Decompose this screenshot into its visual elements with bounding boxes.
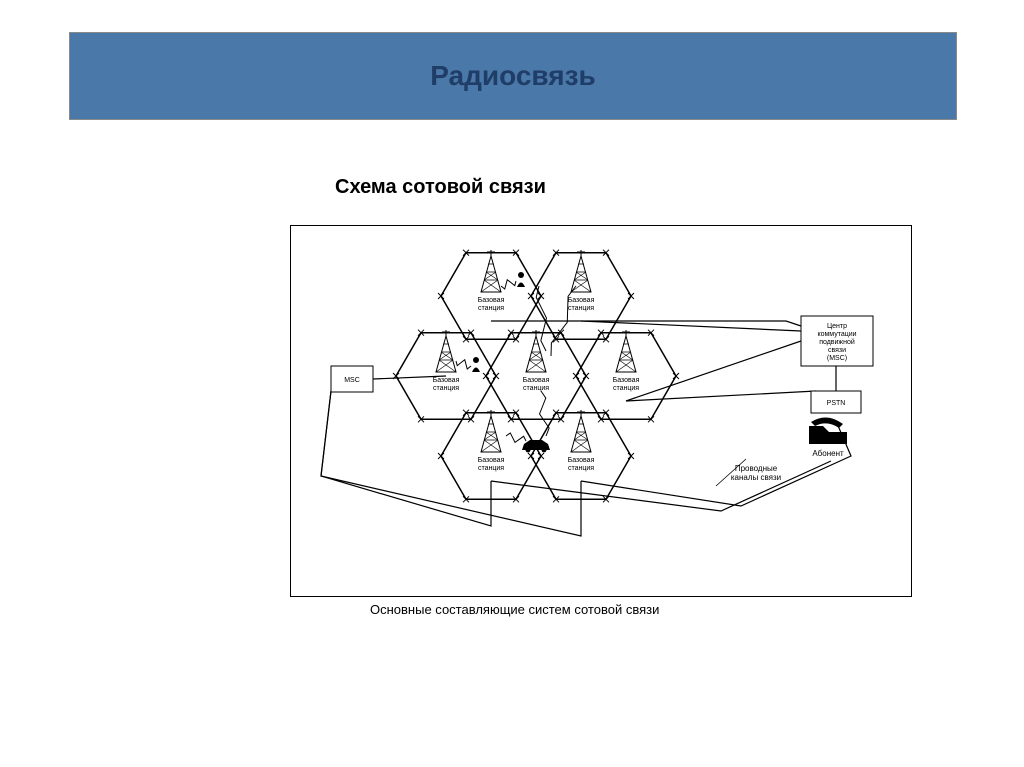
radio-link	[506, 433, 526, 442]
vertex-mark	[493, 373, 499, 379]
diagram-frame: БазоваястанцияБазоваястанцияБазоваястанц…	[290, 225, 912, 597]
antenna-label: Базовая	[523, 377, 550, 384]
phone-icon	[809, 417, 847, 444]
antenna-icon: Базоваястанция	[568, 410, 595, 472]
page-title: Радиосвязь	[430, 60, 595, 92]
box-label: (MSC)	[827, 355, 847, 362]
antenna-icon: Базоваястанция	[613, 330, 640, 392]
hex-cell	[531, 253, 631, 340]
subtitle: Схема сотовой связи	[335, 176, 546, 199]
antenna-label: Базовая	[478, 457, 505, 464]
antenna-label: станция	[568, 305, 594, 312]
antenna-label: станция	[478, 465, 504, 472]
wire	[626, 341, 801, 401]
antenna-icon: Базоваястанция	[523, 330, 550, 392]
antenna-label: станция	[568, 465, 594, 472]
wire	[626, 391, 816, 401]
antenna-label: Базовая	[568, 297, 595, 304]
wire	[321, 391, 491, 526]
box-label: связи	[828, 347, 846, 354]
wire-label: Проводные	[735, 464, 778, 473]
user-icon	[517, 272, 525, 287]
vertex-mark	[438, 453, 444, 459]
title-bar: Радиосвязь	[69, 32, 957, 120]
box-label: Центр	[827, 323, 847, 330]
wire-label: каналы связи	[731, 473, 781, 482]
vertex-mark	[583, 373, 589, 379]
box-label: коммутации	[817, 331, 856, 338]
vertex-mark	[538, 293, 544, 299]
diagram-caption: Основные составляющие систем сотовой свя…	[370, 602, 659, 617]
vertex-mark	[628, 453, 634, 459]
antenna-label: Базовая	[478, 297, 505, 304]
wire	[491, 461, 831, 511]
phone-label: Абонент	[812, 449, 844, 458]
vertex-mark	[438, 293, 444, 299]
vertex-mark	[528, 293, 534, 299]
antenna-icon: Базоваястанция	[478, 250, 505, 312]
antenna-label: станция	[523, 385, 549, 392]
vertex-mark	[673, 373, 679, 379]
slide: Радиосвязь Схема сотовой связи Базоваяст…	[0, 0, 1024, 767]
antenna-icon: Базоваястанция	[433, 330, 460, 392]
diagram-svg: БазоваястанцияБазоваястанцияБазоваястанц…	[291, 226, 911, 596]
antenna-label: Базовая	[568, 457, 595, 464]
vertex-mark	[628, 293, 634, 299]
radio-link	[501, 280, 516, 289]
car-icon	[522, 440, 550, 453]
radio-link	[456, 360, 471, 369]
hex-cell	[486, 333, 586, 420]
box-label: PSTN	[827, 400, 846, 407]
antenna-label: Базовая	[613, 377, 640, 384]
vertex-mark	[573, 373, 579, 379]
antenna-icon: Базоваястанция	[568, 250, 595, 312]
radio-link	[540, 391, 550, 436]
vertex-mark	[483, 373, 489, 379]
antenna-label: станция	[613, 385, 639, 392]
antenna-label: станция	[478, 305, 504, 312]
user-icon	[472, 357, 480, 372]
box-label: подвижной	[819, 338, 855, 346]
antenna-label: Базовая	[433, 377, 460, 384]
hex-cell	[441, 253, 541, 340]
antenna-label: станция	[433, 385, 459, 392]
antenna-icon: Базоваястанция	[478, 410, 505, 472]
hex-cell	[576, 333, 676, 420]
box-label: MSC	[344, 377, 360, 384]
vertex-mark	[538, 453, 544, 459]
vertex-mark	[528, 453, 534, 459]
